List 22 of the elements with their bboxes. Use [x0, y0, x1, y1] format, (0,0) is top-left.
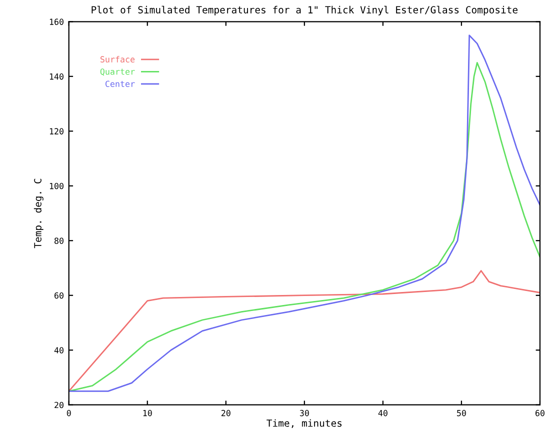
x-tick-label: 50 — [457, 410, 466, 416]
y-tick-label: 40 — [54, 347, 64, 354]
x-axis-title: Time, minutes — [266, 419, 342, 428]
line-series — [68, 270, 540, 392]
legend-label: Center — [106, 80, 135, 88]
x-tick-label: 0 — [66, 410, 71, 416]
chart-title: Plot of Simulated Temperatures for a 1" Thick Vinyl Ester/Glass Composite — [92, 6, 518, 16]
y-tick-label: 60 — [54, 292, 64, 299]
legend-label: Surface — [100, 56, 135, 62]
x-tick-label: 10 — [143, 410, 152, 416]
x-tick-label: 30 — [300, 410, 309, 416]
legend-label: Quarter — [100, 68, 135, 76]
x-tick-label: 20 — [222, 410, 230, 416]
x-tick-label: 60 — [536, 410, 544, 416]
y-tick-label: 140 — [50, 73, 64, 80]
y-tick-label: 80 — [54, 238, 64, 244]
y-tick-label: 20 — [54, 402, 64, 408]
y-axis-title: Temp. deg. C — [34, 178, 44, 248]
y-tick-label: 120 — [50, 128, 64, 134]
y-tick-label: 160 — [50, 18, 64, 25]
y-tick-label: 100 — [50, 182, 64, 190]
x-tick-label: 40 — [378, 410, 388, 416]
